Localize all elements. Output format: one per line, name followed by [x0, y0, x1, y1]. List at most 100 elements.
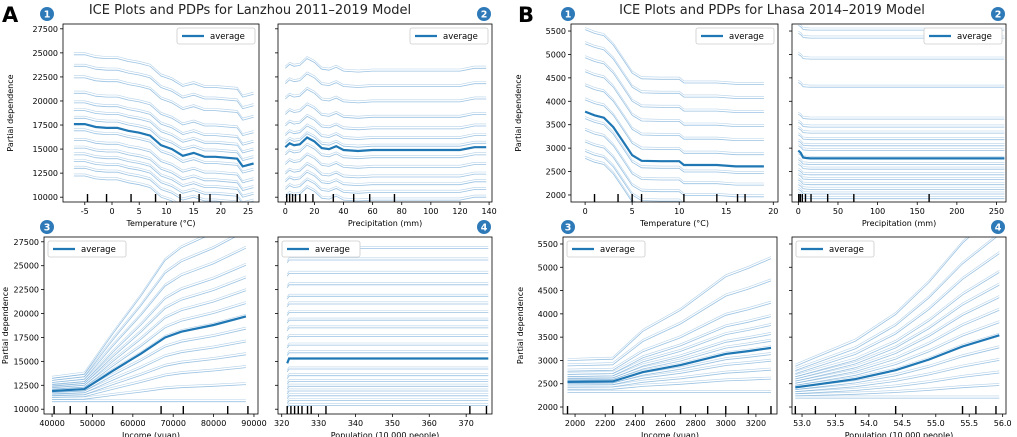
y-tick-label: 15000	[14, 357, 39, 366]
y-tick-label: 17500	[33, 121, 58, 130]
ice-line	[73, 117, 254, 162]
ice-line	[52, 262, 247, 383]
x-tick-label: 53.5	[827, 419, 845, 428]
ice-line	[52, 277, 247, 387]
ice-line	[73, 161, 254, 202]
y-tick-label: 12500	[14, 381, 39, 390]
x-tick-label: 55.0	[927, 419, 945, 428]
average-line	[73, 122, 254, 168]
ice-line	[567, 316, 772, 375]
x-tick-label: 60	[368, 207, 378, 216]
x-axis-label: Income (yuan)	[641, 431, 699, 437]
badge-circle	[40, 7, 54, 21]
y-tick-label: 20000	[33, 97, 58, 106]
ice-line	[52, 237, 202, 377]
x-tick-label: 53.0	[793, 419, 811, 428]
chart-title-lhasa: ICE Plots and PDPs for Lhasa 2014–2019 M…	[619, 3, 925, 18]
badge-circle	[991, 7, 1005, 21]
ice-lines	[284, 56, 487, 202]
ice-line	[52, 384, 246, 400]
ice-line	[73, 152, 254, 196]
x-tick-label: 10	[674, 207, 684, 216]
plot-b3: 2000 2200 2400 2600 2800 3000 3200 2000 2500 3000…	[516, 220, 778, 437]
ice-line	[286, 317, 489, 322]
legend-box	[923, 27, 1003, 45]
ice-line	[52, 247, 247, 383]
legend-box	[281, 240, 361, 258]
x-tick-label: 15	[721, 207, 731, 216]
ice-lines	[795, 237, 1000, 399]
legend: average	[566, 240, 646, 258]
ice-line	[73, 138, 254, 181]
ice-line	[798, 143, 1005, 149]
ice-line	[567, 300, 772, 370]
x-tick-label: 330	[311, 419, 326, 428]
ice-line	[52, 314, 246, 390]
ice-line	[798, 164, 1005, 170]
ice-line	[285, 86, 487, 102]
x-tick-label: 350	[385, 419, 400, 428]
badge-circle	[477, 7, 491, 21]
ice-line	[285, 88, 487, 104]
ice-line	[286, 385, 489, 390]
badge-number: 1	[565, 10, 572, 21]
ice-line	[584, 139, 764, 195]
ice-line	[286, 388, 489, 392]
ice-line	[799, 24, 1005, 29]
ice-line	[285, 133, 487, 148]
legend-box	[695, 27, 775, 45]
badge-4-icon: 4	[477, 220, 491, 234]
ice-line	[73, 130, 254, 174]
badge-number: 4	[481, 223, 488, 234]
ice-line	[584, 83, 764, 139]
y-tick-label: 2500	[546, 168, 566, 177]
x-tick-label: 150	[910, 207, 925, 216]
y-tick-label: 20000	[14, 310, 39, 319]
ice-line	[795, 385, 1000, 397]
ice-line	[798, 159, 1005, 165]
ice-line	[795, 332, 1000, 386]
y-tick-label: 4500	[538, 287, 558, 296]
ice-line	[567, 314, 772, 373]
ice-line	[798, 186, 1005, 193]
ice-line	[798, 54, 1005, 60]
ice-line	[798, 111, 1005, 118]
ice-line	[73, 52, 254, 96]
ice-line	[52, 237, 236, 381]
ice-line	[285, 131, 487, 146]
ice-line	[286, 319, 489, 324]
ice-line	[52, 382, 246, 398]
ice-line	[52, 245, 247, 381]
ice-line	[286, 272, 489, 277]
y-tick-label: 22500	[33, 73, 58, 82]
legend-label: average	[443, 32, 478, 42]
ice-line	[798, 169, 1005, 176]
ice-line	[798, 177, 1005, 183]
y-tick-label: 5500	[538, 240, 558, 249]
x-axis-label: Temperature (°C)	[639, 219, 709, 228]
ice-line	[52, 264, 247, 386]
ice-line	[285, 142, 487, 157]
plot-frame	[43, 236, 259, 415]
x-tick-label: 50	[833, 207, 843, 216]
ice-line	[584, 158, 633, 202]
ice-line	[73, 167, 231, 202]
ice-line	[286, 342, 489, 347]
plot-frame	[62, 23, 260, 203]
plot-a1: -5 0 5 10 15 20 25 10000 12500 15000 17500 20000 225…	[6, 7, 260, 228]
badge-number: 3	[44, 223, 51, 234]
badge-circle	[991, 220, 1005, 234]
ice-line	[798, 128, 1005, 134]
x-tick-label: 15	[189, 207, 199, 216]
y-tick-label: 10000	[33, 193, 58, 202]
ice-line	[286, 284, 489, 288]
x-tick-label: 80000	[201, 419, 226, 428]
x-axis-label: Population (10,000 people)	[331, 431, 439, 437]
panel-letter-a: A	[2, 3, 19, 27]
badge-3-icon: 3	[561, 220, 575, 234]
ice-line	[286, 344, 489, 349]
legend: average	[695, 27, 775, 45]
ice-line	[73, 77, 254, 121]
x-tick-label: -5	[81, 207, 89, 216]
x-axis-label: Income (yuan)	[122, 431, 180, 437]
